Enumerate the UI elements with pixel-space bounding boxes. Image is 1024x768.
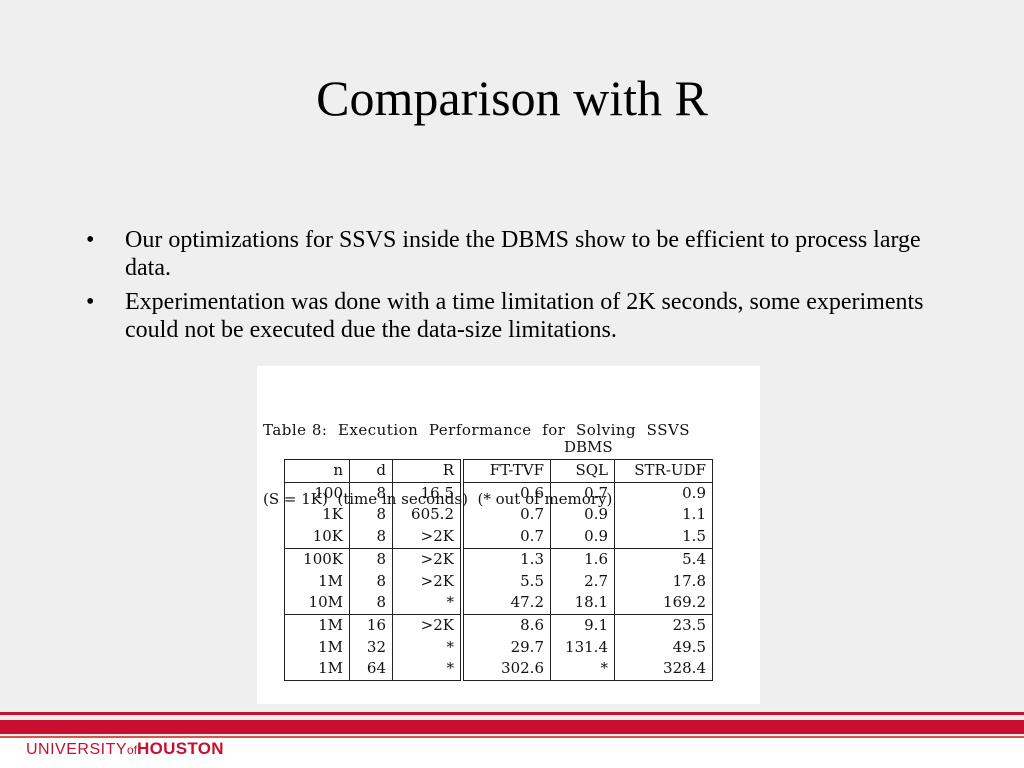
table-row: 10K 8 >2K 0.7 0.9 1.5 (284, 526, 713, 549)
table-cell: 100 (314, 483, 343, 502)
column-header: STR-UDF (614, 459, 713, 483)
column-header: n (284, 459, 350, 483)
table-cell: 8 (349, 548, 393, 571)
table-cell: 16 (349, 614, 393, 637)
table-cell: >2K (392, 526, 464, 549)
table-cell: 1M (318, 637, 343, 656)
table-row: 1K 8 605.2 0.7 0.9 1.1 (285, 504, 713, 527)
table-cell: 0.9 (682, 483, 706, 502)
table-cell: >2K (392, 548, 464, 571)
table-cell: * (392, 636, 464, 659)
table-cell: 0.6 (462, 482, 551, 505)
bullet-dot-icon: • (86, 289, 95, 315)
table-cell: 0.7 (462, 526, 551, 549)
table-cell: 29.7 (462, 636, 551, 659)
table-cell: * (392, 658, 464, 681)
logo-houston-text: HOUSTON (137, 739, 224, 758)
table-cell: 10K (284, 526, 350, 549)
table-cell: 1K (322, 505, 343, 524)
slide-title: Comparison with R (316, 70, 708, 126)
table-row: 100 8 16.5 0.6 0.7 0.9 (285, 482, 713, 505)
table-cell: 9.1 (550, 614, 615, 637)
table-cell: 1.1 (682, 505, 706, 524)
table-row: 1M 32 * 29.7 131.4 49.5 (285, 636, 713, 659)
table-cell: 10M (284, 592, 350, 615)
column-header: d (349, 459, 393, 483)
table-cell: 0.9 (550, 526, 615, 549)
table-cell: 1.5 (614, 526, 713, 549)
table-cell: 16.5 (392, 482, 464, 505)
table-cell: 8 (349, 504, 393, 527)
table-cell: * (392, 592, 464, 615)
table-cell: 1.6 (550, 548, 615, 571)
table-cell: 8 (349, 570, 393, 593)
table-cell: 5.5 (462, 570, 551, 593)
table-cell: 17.8 (672, 571, 706, 590)
performance-table-figure: Table 8: Execution Performance for Solvi… (257, 366, 760, 704)
table-cell: 605.2 (392, 504, 464, 527)
table-cell: * (550, 658, 615, 681)
table-cell: 8 (349, 526, 393, 549)
table-cell: >2K (392, 570, 464, 593)
column-header: R (392, 459, 464, 483)
table-body: 100 8 16.5 0.6 0.7 0.9 1K 8 605.2 0.7 0.9 1.1 10K 8 >2… (284, 482, 713, 681)
table-caption-line: Table 8: Execution Performance for Solvi… (263, 421, 691, 439)
footer-stripes (0, 712, 1024, 738)
table-row: 1M 16 >2K 8.6 9.1 23.5 (285, 614, 713, 637)
table-cell: 0.9 (550, 504, 615, 527)
column-header: SQL (550, 459, 615, 483)
university-logo: UNIVERSITYofHOUSTON (26, 740, 224, 759)
bullet-dot-icon: • (86, 227, 95, 253)
table-cell: >2K (392, 614, 464, 637)
table-cell: 0.7 (550, 482, 615, 505)
table-cell: 0.7 (462, 504, 551, 527)
bullet-item: • Experimentation was done with a time l… (86, 288, 946, 344)
logo-of-text: of (127, 743, 138, 757)
table-cell: 8 (349, 592, 393, 615)
bullet-list: • Our optimizations for SSVS inside the … (86, 226, 946, 350)
table-cell: 23.5 (672, 615, 706, 634)
table-cell: 5.4 (682, 549, 706, 568)
bullet-text: Our optimizations for SSVS inside the DB… (125, 227, 921, 281)
table-cell: 302.6 (462, 658, 551, 681)
table-cell: 8.6 (462, 614, 551, 637)
table-cell: 328.4 (663, 659, 706, 678)
footer-stripe (0, 720, 1024, 734)
bullet-item: • Our optimizations for SSVS inside the … (86, 226, 946, 282)
table-cell: 1M (318, 571, 343, 590)
table-row: 10M 8 * 47.2 18.1 169.2 (284, 592, 713, 615)
column-header: FT-TVF (462, 459, 551, 483)
footer-stripe (0, 712, 1024, 715)
performance-table: n d R FT-TVF SQL STR-UDF 100 8 16.5 0.6 0.7 0… (284, 459, 713, 682)
table-row: 1M 8 >2K 5.5 2.7 17.8 (285, 570, 713, 593)
table-cell: 32 (349, 636, 393, 659)
table-cell: 64 (349, 658, 393, 681)
table-cell: 49.5 (672, 637, 706, 656)
table-row: 1M 64 * 302.6 * 328.4 (285, 658, 713, 681)
table-cell: 47.2 (462, 592, 551, 615)
table-cell: 1M (318, 615, 343, 634)
table-cell: 1.3 (462, 548, 551, 571)
footer-stripe (0, 736, 1024, 738)
bullet-text: Experimentation was done with a time lim… (125, 289, 924, 343)
footer-logo-area (0, 738, 1024, 768)
table-row: 100K 8 >2K 1.3 1.6 5.4 (285, 548, 713, 571)
dbms-group-label: DBMS (564, 438, 613, 456)
table-cell: 100K (303, 549, 343, 568)
table-cell: 18.1 (550, 592, 615, 615)
table-cell: 131.4 (550, 636, 615, 659)
table-cell: 169.2 (614, 592, 713, 615)
logo-university-text: UNIVERSITY (26, 741, 128, 758)
table-header-row: n d R FT-TVF SQL STR-UDF (284, 459, 713, 483)
table-cell: 8 (349, 482, 393, 505)
table-cell: 2.7 (550, 570, 615, 593)
table-cell: 1M (318, 659, 343, 678)
